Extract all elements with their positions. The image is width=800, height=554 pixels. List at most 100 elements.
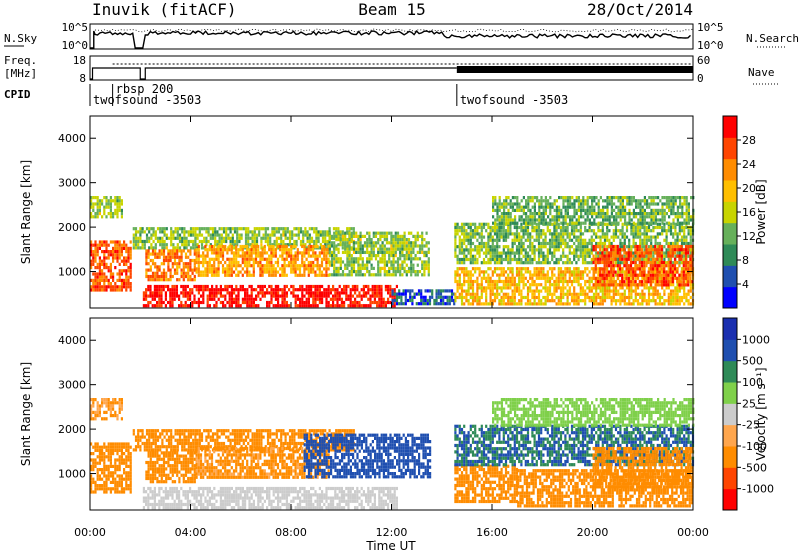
data-cell xyxy=(219,284,222,289)
data-cell xyxy=(555,212,558,216)
data-cell xyxy=(518,208,521,212)
data-cell xyxy=(189,288,192,292)
data-cell xyxy=(269,239,272,244)
data-cell xyxy=(685,241,688,246)
data-cell xyxy=(502,273,505,277)
data-cell xyxy=(229,230,232,234)
data-cell xyxy=(178,255,181,259)
data-cell xyxy=(112,275,115,279)
data-cell xyxy=(614,286,618,290)
data-cell xyxy=(288,233,292,237)
data-cell xyxy=(355,273,358,277)
data-cell xyxy=(416,238,419,242)
data-cell xyxy=(557,283,560,287)
data-cell xyxy=(167,236,171,240)
data-cell xyxy=(414,273,417,277)
data-cell xyxy=(404,298,407,303)
data-cell xyxy=(156,278,159,282)
data-cell xyxy=(352,257,356,261)
data-cell xyxy=(621,229,624,233)
data-cell xyxy=(355,247,358,251)
data-cell xyxy=(226,264,229,268)
data-cell xyxy=(332,297,335,301)
data-cell xyxy=(173,249,177,253)
data-cell xyxy=(141,230,144,234)
data-cell xyxy=(509,218,512,222)
data-cell xyxy=(586,261,589,265)
data-cell xyxy=(515,283,519,287)
data-cell xyxy=(96,196,99,200)
data-cell xyxy=(588,218,591,222)
data-cell xyxy=(309,260,313,265)
data-cell xyxy=(548,251,552,255)
data-cell xyxy=(584,229,587,233)
data-cell xyxy=(184,288,187,292)
data-cell xyxy=(90,253,93,257)
data-cell xyxy=(221,251,225,255)
data-cell xyxy=(547,205,550,209)
data-cell xyxy=(277,236,281,240)
data-cell xyxy=(230,304,233,308)
data-cell xyxy=(456,257,459,262)
data-cell xyxy=(360,297,363,301)
data-cell xyxy=(230,270,233,274)
data-cell xyxy=(288,288,291,292)
data-cell xyxy=(531,283,534,287)
data-cell xyxy=(347,304,350,308)
data-cell xyxy=(615,218,618,222)
data-cell xyxy=(109,196,112,200)
data-cell xyxy=(515,257,519,262)
data-cell xyxy=(577,229,580,233)
data-cell xyxy=(557,248,560,252)
data-cell xyxy=(261,257,264,261)
data-cell xyxy=(156,274,159,279)
data-cell xyxy=(294,254,297,258)
data-cell xyxy=(216,230,219,234)
data-cell xyxy=(328,247,331,251)
data-cell xyxy=(253,233,256,237)
data-cell xyxy=(368,234,371,238)
data-cell xyxy=(559,302,563,306)
data-cell xyxy=(209,233,212,237)
data-cell xyxy=(244,294,247,298)
data-cell xyxy=(92,243,95,247)
data-cell xyxy=(619,196,622,200)
data-cell xyxy=(496,248,499,252)
data-cell xyxy=(575,199,578,203)
data-region-4 xyxy=(142,284,398,308)
data-cell xyxy=(349,291,352,295)
data-cell xyxy=(120,288,123,292)
data-cell xyxy=(154,265,157,269)
data-cell xyxy=(208,244,211,249)
data-cell xyxy=(206,264,209,268)
data-cell xyxy=(279,288,282,292)
data-cell xyxy=(531,273,534,277)
data-cell xyxy=(424,295,427,299)
data-cell xyxy=(205,236,208,240)
data-cell xyxy=(418,270,422,274)
data-cell xyxy=(524,302,527,306)
data-cell xyxy=(663,299,666,303)
data-cell xyxy=(518,218,521,222)
data-cell xyxy=(573,208,576,212)
data-cell xyxy=(478,283,481,287)
data-cell xyxy=(485,270,488,274)
data-cell xyxy=(189,278,192,282)
data-cell xyxy=(496,295,499,300)
data-cell xyxy=(524,225,527,230)
data-cell xyxy=(285,248,288,252)
data-cell xyxy=(425,266,428,270)
data-cell xyxy=(518,248,521,252)
data-cell xyxy=(187,265,190,269)
data-cell xyxy=(328,263,331,267)
data-cell xyxy=(562,199,565,203)
data-cell xyxy=(147,304,150,308)
data-cell xyxy=(328,227,331,231)
data-cell xyxy=(672,241,675,246)
data-cell xyxy=(604,205,607,209)
data-cell xyxy=(90,215,93,219)
data-cell xyxy=(195,288,198,292)
data-cell xyxy=(474,225,477,230)
data-cell xyxy=(566,289,569,293)
data-cell xyxy=(341,241,345,245)
